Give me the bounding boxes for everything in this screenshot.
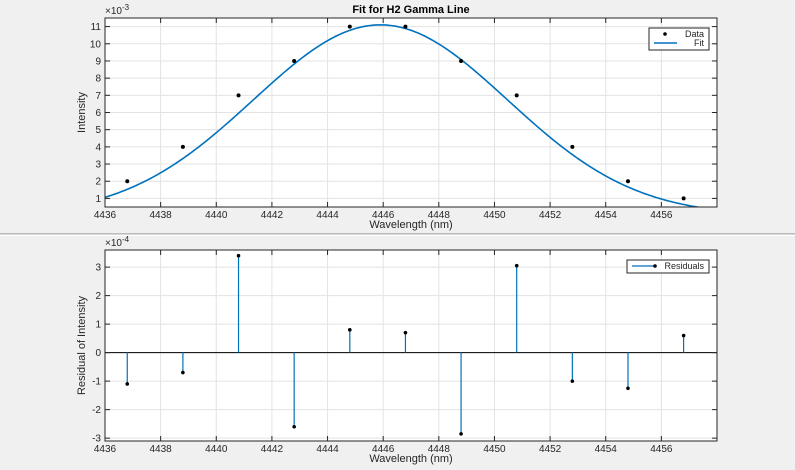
residual-marker — [514, 263, 519, 268]
x-tick-label: 4438 — [150, 210, 173, 221]
y-tick-label: 9 — [95, 56, 101, 67]
y-tick-label: 3 — [95, 263, 101, 274]
residual-marker — [626, 386, 630, 391]
x-tick-label: 4450 — [483, 444, 506, 455]
x-tick-label: 4436 — [94, 444, 117, 455]
y-tick-label: 3 — [95, 160, 101, 171]
legend-label: Data — [685, 29, 704, 39]
x-tick-label: 4448 — [428, 210, 451, 221]
residual-marker — [125, 382, 130, 386]
data-point — [125, 179, 130, 184]
x-tick-label: 4456 — [650, 210, 673, 221]
x-tick-label: 4444 — [316, 444, 339, 455]
x-tick-label: 4452 — [539, 210, 562, 221]
y-exponent-base: ×10 — [105, 238, 122, 249]
x-tick-label: 4452 — [539, 444, 562, 455]
y-tick-label: -3 — [92, 434, 101, 445]
y-tick-label: 2 — [95, 177, 101, 188]
data-point — [180, 144, 185, 149]
data-point — [570, 144, 575, 149]
data-point — [403, 24, 408, 29]
x-tick-label: 4454 — [595, 210, 618, 221]
x-axis-label: Wavelength (nm) — [369, 453, 452, 465]
y-tick-label: 1 — [95, 320, 101, 331]
y-exponent-label: ×10-3 — [105, 3, 130, 17]
residual-marker — [570, 379, 575, 383]
data-point — [347, 24, 352, 29]
y-axis-label: Intensity — [76, 92, 88, 133]
fit-curve — [105, 24, 702, 207]
x-tick-label: 4446 — [372, 444, 395, 455]
residuals-stem-plot[interactable]: 4436 4438 4440 4442 4444 4446 4448 4450 4452 4454… — [76, 235, 718, 465]
legend-label: Residuals — [664, 261, 704, 271]
y-exponent-label: ×10-4 — [105, 235, 130, 249]
residual-marker — [681, 333, 686, 338]
x-tick-label: 4440 — [205, 210, 228, 221]
x-tick-label: 4442 — [261, 444, 284, 455]
legend-marker-swatch — [663, 32, 667, 36]
data-point — [514, 93, 519, 98]
x-tick-label: 4444 — [316, 210, 339, 221]
legend-marker-swatch — [653, 264, 657, 268]
intensity-fit-plot[interactable]: 4436 4438 4440 4442 4444 4446 4448 4450 4452 4454… — [76, 3, 718, 231]
x-tick-label: 4448 — [428, 444, 451, 455]
data-point — [236, 93, 241, 98]
y-tick-label: 10 — [90, 39, 102, 50]
x-tick-label: 4450 — [483, 210, 506, 221]
y-tick-label: 1 — [95, 194, 101, 205]
data-point — [681, 196, 686, 201]
y-tick-label: 7 — [95, 91, 101, 102]
series-group — [105, 24, 702, 207]
y-tick-label: 11 — [91, 22, 102, 33]
legend-box — [626, 259, 710, 274]
y-exponent-base: ×10 — [105, 6, 122, 17]
x-tick-label: 4440 — [205, 444, 228, 455]
data-point — [625, 179, 630, 184]
x-tick-label: 4446 — [372, 210, 395, 221]
y-tick-label: -2 — [92, 405, 101, 416]
subplot-divider — [0, 233, 795, 236]
residual-marker — [292, 424, 296, 429]
plot-area — [105, 250, 717, 441]
x-axis-label: Wavelength (nm) — [369, 219, 452, 231]
x-tick-label: 4438 — [150, 444, 173, 455]
chart-title: Fit for H2 Gamma Line — [352, 4, 469, 16]
y-tick-label: 2 — [95, 291, 101, 302]
x-tick-label: 4442 — [261, 210, 284, 221]
y-tick-label: -1 — [92, 377, 101, 388]
residual-marker — [403, 330, 408, 335]
residual-marker — [459, 432, 463, 436]
y-tick-label: 5 — [95, 125, 101, 136]
y-tick-label: 6 — [95, 108, 101, 119]
series-group — [105, 253, 717, 436]
x-tick-label: 4456 — [650, 444, 673, 455]
y-exponent-power: -3 — [122, 3, 130, 12]
y-axis-label: Residual of Intensity — [76, 295, 88, 395]
y-tick-label: 4 — [95, 142, 101, 153]
residual-marker — [348, 328, 352, 332]
x-tick-label: 4436 — [94, 210, 117, 221]
data-point — [459, 58, 464, 63]
y-tick-label: 0 — [95, 348, 101, 359]
residual-marker — [181, 370, 185, 375]
residual-marker — [236, 253, 241, 258]
legend-label: Fit — [694, 38, 704, 48]
x-tick-label: 4454 — [595, 444, 618, 455]
data-point — [292, 58, 297, 63]
y-exponent-power: -4 — [122, 235, 130, 244]
y-tick-label: 8 — [95, 74, 101, 85]
axes-box — [104, 249, 718, 442]
legend[interactable]: Residuals — [626, 259, 710, 274]
